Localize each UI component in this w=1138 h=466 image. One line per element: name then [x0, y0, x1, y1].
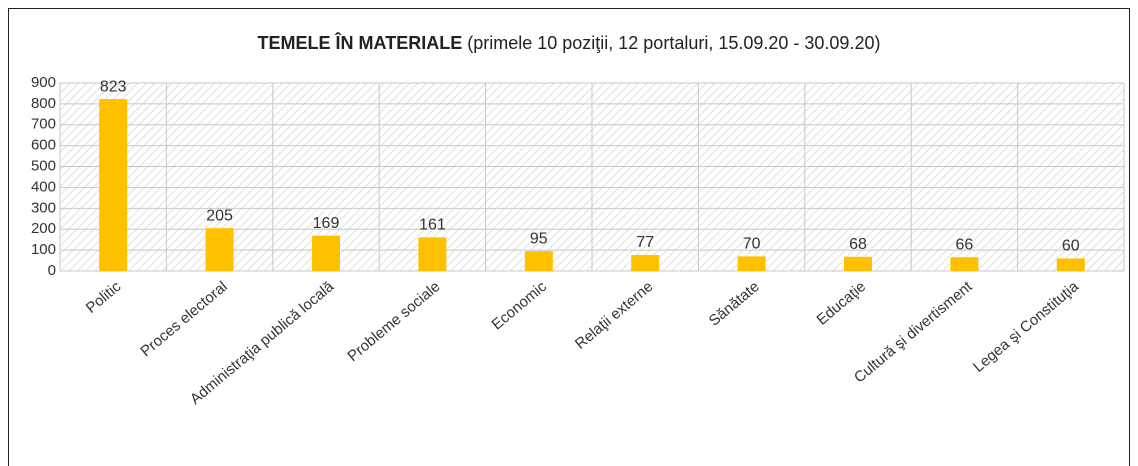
bar	[1056, 258, 1085, 271]
y-tick-label: 400	[31, 178, 56, 195]
value-label: 70	[743, 236, 761, 253]
value-label: 95	[530, 230, 548, 247]
bar	[631, 254, 660, 271]
y-tick-label: 600	[31, 137, 56, 154]
y-tick-label: 800	[31, 95, 56, 112]
bar	[737, 256, 766, 271]
bar	[205, 228, 234, 271]
value-label: 205	[206, 207, 233, 224]
value-label: 823	[100, 78, 127, 95]
value-label: 161	[419, 217, 446, 234]
value-label: 60	[1062, 238, 1080, 255]
chart-subtitle: (primele 10 poziţii, 12 portaluri, 15.09…	[467, 33, 880, 53]
y-tick-label: 900	[31, 74, 56, 91]
chart-title-group: TEMELE ÎN MATERIALE (primele 10 poziţii,…	[258, 32, 881, 53]
value-label: 66	[956, 236, 974, 253]
bar	[312, 235, 340, 271]
value-label: 169	[313, 215, 340, 232]
y-tick-label: 200	[31, 220, 56, 237]
value-label: 68	[849, 236, 867, 253]
y-tick-label: 300	[31, 199, 56, 216]
y-tick-label: 100	[31, 241, 56, 258]
bar	[950, 257, 979, 271]
y-tick-label: 700	[31, 116, 56, 133]
y-tick-label: 0	[48, 262, 56, 279]
value-label: 77	[636, 234, 654, 251]
bar	[99, 99, 128, 271]
bar	[524, 251, 553, 271]
bar	[418, 237, 447, 271]
bar	[844, 256, 872, 271]
y-tick-label: 500	[31, 158, 56, 175]
chart-title: TEMELE ÎN MATERIALE	[258, 32, 463, 53]
